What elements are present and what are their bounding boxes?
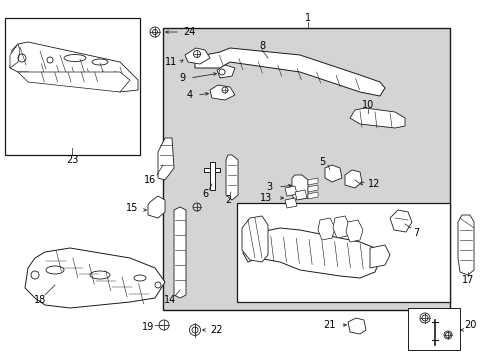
Text: 23: 23 (66, 155, 78, 165)
Polygon shape (225, 155, 238, 200)
Text: 17: 17 (461, 275, 473, 285)
Text: 1: 1 (305, 13, 310, 23)
Text: 10: 10 (361, 100, 373, 110)
Text: 14: 14 (163, 295, 176, 305)
Polygon shape (285, 186, 296, 196)
Text: 18: 18 (34, 295, 46, 305)
Polygon shape (369, 245, 389, 268)
Polygon shape (195, 48, 384, 96)
Text: 3: 3 (265, 182, 271, 192)
Polygon shape (307, 185, 317, 192)
Polygon shape (317, 218, 334, 240)
Bar (163, 28, 449, 310)
Polygon shape (347, 318, 365, 334)
Polygon shape (346, 220, 362, 242)
Polygon shape (203, 168, 220, 172)
Text: 22: 22 (209, 325, 222, 335)
Polygon shape (10, 44, 20, 68)
Text: 11: 11 (164, 57, 177, 67)
Text: 5: 5 (318, 157, 325, 167)
Polygon shape (294, 190, 306, 200)
Text: 7: 7 (412, 228, 418, 238)
Text: 4: 4 (186, 90, 193, 100)
Text: 12: 12 (367, 179, 380, 189)
Text: 9: 9 (180, 73, 185, 83)
Text: 24: 24 (183, 27, 195, 37)
Text: 19: 19 (142, 322, 154, 332)
Polygon shape (184, 48, 209, 64)
Text: 21: 21 (323, 320, 335, 330)
Bar (237, 203, 449, 302)
Text: 6: 6 (202, 189, 207, 199)
Polygon shape (174, 207, 185, 298)
Polygon shape (349, 108, 404, 128)
Polygon shape (217, 65, 235, 78)
Polygon shape (457, 215, 473, 275)
Polygon shape (332, 216, 349, 238)
Text: 2: 2 (224, 195, 231, 205)
Polygon shape (345, 170, 361, 188)
Polygon shape (10, 42, 138, 92)
Polygon shape (209, 162, 215, 190)
Polygon shape (148, 196, 164, 218)
Polygon shape (389, 210, 411, 232)
Text: 20: 20 (463, 320, 475, 330)
Polygon shape (243, 228, 379, 278)
Text: 15: 15 (125, 203, 138, 213)
Polygon shape (242, 216, 267, 262)
Text: 16: 16 (143, 175, 156, 185)
Bar (5, 18, 140, 155)
Bar (407, 308, 459, 350)
Polygon shape (25, 248, 164, 308)
Polygon shape (18, 72, 130, 92)
Polygon shape (291, 175, 307, 200)
Polygon shape (209, 85, 235, 100)
Polygon shape (158, 138, 174, 180)
Text: 13: 13 (259, 193, 271, 203)
Polygon shape (307, 192, 317, 199)
Text: 8: 8 (259, 41, 264, 51)
Polygon shape (307, 178, 317, 185)
Polygon shape (325, 165, 341, 182)
Polygon shape (285, 198, 296, 208)
